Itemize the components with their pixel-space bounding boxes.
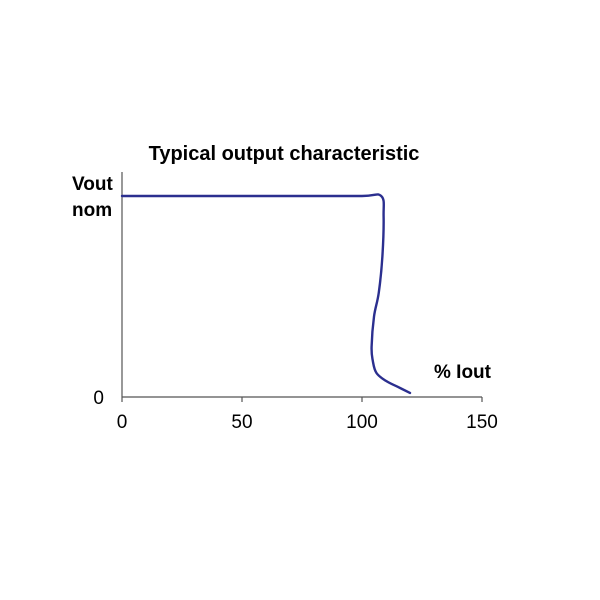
y-axis-label-line2: nom [72,200,112,221]
x-tick-label-150: 150 [466,412,498,433]
x-axis-label: % Iout [434,362,492,383]
series-group [120,193,412,395]
y-tick-label-0: 0 [93,388,104,409]
y-ticks: 0 [93,388,104,409]
series-line-0 [120,193,412,395]
x-tick-label-100: 100 [346,412,378,433]
y-axis-label-line1: Vout [72,174,113,195]
x-tick-label-0: 0 [117,412,128,433]
x-ticks: 0 50 100 150 [117,397,498,433]
x-tick-label-50: 50 [231,412,252,433]
chart-title: Typical output characteristic [149,143,420,165]
